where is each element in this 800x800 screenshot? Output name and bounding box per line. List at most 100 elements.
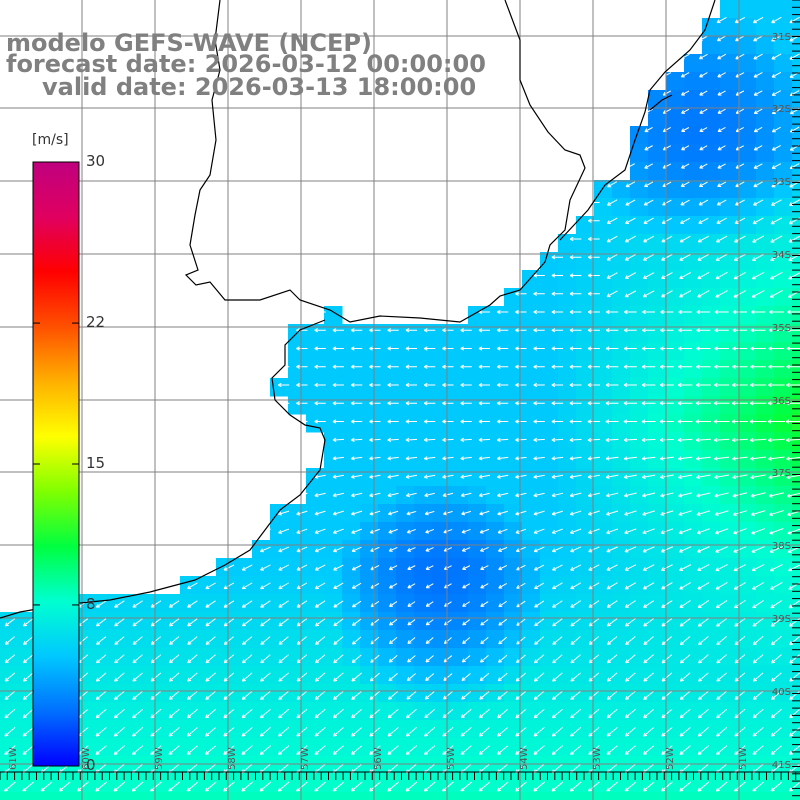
wind-arrow bbox=[699, 145, 708, 151]
wind-arrow bbox=[498, 618, 507, 626]
field-cell bbox=[324, 702, 343, 721]
wind-arrow bbox=[332, 346, 345, 351]
wind-arrow bbox=[351, 727, 363, 737]
field-cell bbox=[288, 666, 307, 685]
field-cell bbox=[540, 648, 559, 667]
field-cell bbox=[378, 720, 397, 739]
field-cell bbox=[72, 774, 91, 793]
wind-arrow bbox=[587, 309, 600, 315]
field-cell bbox=[792, 306, 800, 325]
field-cell bbox=[720, 486, 739, 505]
field-cell bbox=[126, 756, 145, 775]
lat-label: 38S bbox=[772, 541, 791, 552]
wind-arrow bbox=[533, 492, 545, 498]
field-cell bbox=[774, 468, 793, 487]
wind-arrow bbox=[132, 672, 143, 682]
wind-arrow bbox=[713, 401, 730, 406]
field-cell bbox=[126, 594, 145, 613]
wind-arrow bbox=[442, 456, 454, 461]
field-cell bbox=[234, 648, 253, 667]
field-cell bbox=[432, 342, 451, 361]
wind-arrow bbox=[425, 655, 434, 663]
wind-arrow bbox=[205, 654, 216, 664]
field-cell bbox=[270, 702, 289, 721]
wind-arrow bbox=[350, 474, 363, 479]
field-cell bbox=[306, 648, 325, 667]
field-cell bbox=[342, 738, 361, 757]
field-cell bbox=[756, 774, 775, 793]
field-cell bbox=[648, 252, 667, 271]
field-cell bbox=[648, 540, 667, 559]
field-cell bbox=[450, 648, 469, 667]
wind-arrow bbox=[643, 253, 655, 261]
wind-arrow bbox=[643, 708, 655, 719]
field-cell bbox=[756, 504, 775, 523]
field-cell bbox=[558, 648, 577, 667]
wind-arrow bbox=[606, 564, 618, 571]
field-cell bbox=[306, 378, 325, 397]
lat-label: 37S bbox=[772, 468, 791, 479]
wind-arrow bbox=[405, 474, 418, 479]
field-cell bbox=[666, 702, 685, 721]
wind-arrow bbox=[659, 382, 674, 388]
field-cell bbox=[792, 288, 800, 307]
wind-arrow bbox=[515, 708, 527, 719]
lon-label: 51W bbox=[738, 747, 749, 770]
wind-arrow bbox=[496, 781, 509, 792]
wind-arrow bbox=[733, 546, 747, 553]
field-cell bbox=[324, 378, 343, 397]
wind-arrow bbox=[623, 382, 637, 388]
field-cell bbox=[378, 414, 397, 433]
wind-arrow bbox=[679, 253, 691, 261]
wind-arrow bbox=[132, 636, 143, 645]
field-cell bbox=[666, 414, 685, 433]
wind-arrow bbox=[23, 636, 34, 645]
field-cell bbox=[666, 630, 685, 649]
wind-arrow bbox=[587, 346, 600, 351]
wind-arrow bbox=[752, 745, 764, 755]
wind-arrow bbox=[551, 510, 563, 516]
field-cell bbox=[720, 216, 739, 235]
wind-arrow bbox=[606, 528, 619, 535]
field-cell bbox=[756, 126, 775, 145]
field-cell bbox=[306, 414, 325, 433]
wind-arrow bbox=[406, 510, 417, 516]
wind-arrow bbox=[460, 492, 472, 498]
wind-arrow bbox=[587, 291, 600, 296]
field-cell bbox=[486, 594, 505, 613]
field-cell bbox=[720, 108, 739, 127]
wind-arrow bbox=[260, 672, 271, 682]
field-cell bbox=[432, 450, 451, 469]
wind-arrow bbox=[150, 672, 162, 682]
wind-arrow bbox=[698, 35, 709, 42]
field-cell bbox=[648, 288, 667, 307]
field-cell bbox=[72, 792, 91, 800]
field-cell bbox=[396, 630, 415, 649]
field-cell bbox=[594, 324, 613, 343]
wind-arrow bbox=[679, 654, 691, 664]
field-cell bbox=[522, 792, 541, 800]
wind-arrow bbox=[369, 708, 381, 719]
field-cell bbox=[216, 612, 235, 631]
wind-arrow bbox=[731, 401, 748, 406]
wind-arrow bbox=[551, 727, 563, 737]
field-cell bbox=[612, 360, 631, 379]
field-cell bbox=[756, 252, 775, 271]
wind-arrow bbox=[753, 181, 763, 188]
wind-arrow bbox=[643, 600, 655, 608]
field-cell bbox=[288, 630, 307, 649]
field-cell bbox=[756, 756, 775, 775]
field-cell bbox=[558, 234, 577, 253]
wind-arrow bbox=[277, 382, 290, 388]
field-cell bbox=[414, 648, 433, 667]
field-cell bbox=[648, 756, 667, 775]
field-cell bbox=[648, 414, 667, 433]
wind-arrow bbox=[442, 437, 454, 443]
wind-arrow bbox=[460, 401, 472, 406]
field-cell bbox=[684, 504, 703, 523]
field-cell bbox=[468, 414, 487, 433]
wind-arrow bbox=[767, 401, 785, 406]
field-cell bbox=[216, 666, 235, 685]
wind-arrow bbox=[660, 492, 674, 498]
wind-arrow bbox=[734, 599, 746, 609]
